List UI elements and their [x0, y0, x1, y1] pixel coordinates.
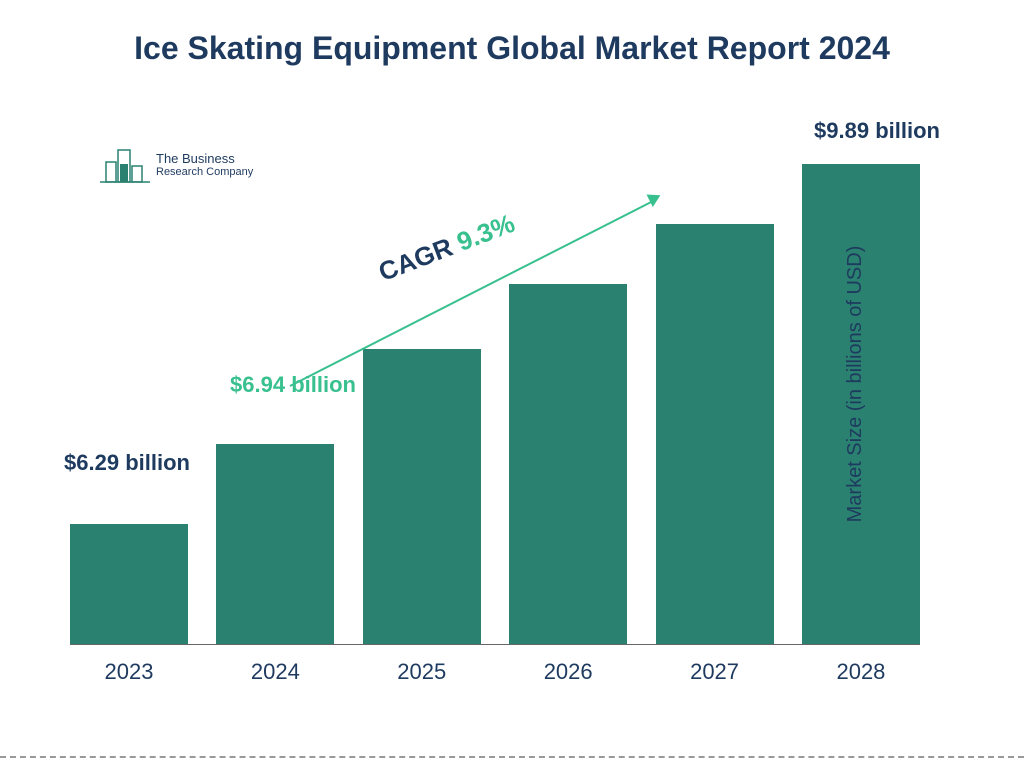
- x-axis-labels: 2023 2024 2025 2026 2027 2028: [70, 651, 920, 685]
- x-axis-tick-label: 2026: [509, 651, 627, 685]
- chart-title: Ice Skating Equipment Global Market Repo…: [0, 0, 1024, 68]
- x-axis-tick-label: 2023: [70, 651, 188, 685]
- y-axis-label: Market Size (in billions of USD): [844, 246, 867, 523]
- bottom-divider: [0, 756, 1024, 758]
- bar: [216, 444, 334, 644]
- x-axis-tick-label: 2028: [802, 651, 920, 685]
- bar-wrapper: [509, 284, 627, 644]
- x-axis-tick-label: 2024: [216, 651, 334, 685]
- bar: [656, 224, 774, 644]
- bar-wrapper: [70, 524, 188, 644]
- bar-wrapper: [656, 224, 774, 644]
- x-axis-tick-label: 2025: [363, 651, 481, 685]
- bar: [363, 349, 481, 644]
- value-callout: $6.29 billion: [62, 450, 192, 476]
- bar: [70, 524, 188, 644]
- bar-wrapper: [216, 444, 334, 644]
- bar: [509, 284, 627, 644]
- x-axis-tick-label: 2027: [656, 651, 774, 685]
- value-callout: $9.89 billion: [792, 118, 962, 144]
- bar-wrapper: [363, 349, 481, 644]
